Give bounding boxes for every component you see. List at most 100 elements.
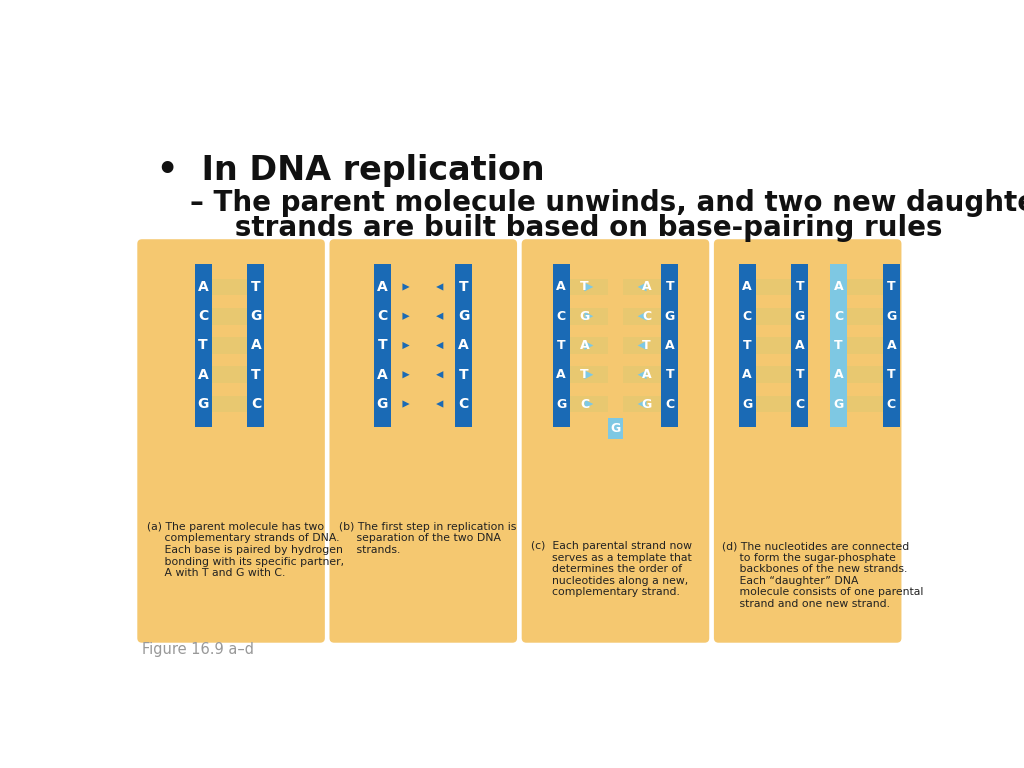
Text: T: T: [251, 368, 261, 382]
Text: T: T: [835, 339, 843, 352]
Text: G: G: [458, 310, 469, 323]
Text: A: A: [198, 368, 209, 382]
Text: C: C: [666, 398, 674, 411]
Bar: [624, 396, 662, 412]
Text: C: C: [557, 310, 566, 323]
Bar: [455, 264, 472, 427]
Text: G: G: [641, 398, 651, 411]
Bar: [847, 396, 883, 412]
Bar: [756, 396, 792, 412]
Text: T: T: [887, 280, 896, 293]
Bar: [830, 264, 847, 427]
Bar: [569, 337, 607, 354]
Bar: [195, 264, 212, 427]
Bar: [374, 264, 391, 427]
Bar: [756, 366, 792, 383]
Text: A: A: [742, 368, 752, 381]
Bar: [212, 366, 248, 383]
Text: A: A: [377, 280, 387, 294]
Text: G: G: [665, 310, 675, 323]
Text: A: A: [458, 339, 469, 353]
FancyBboxPatch shape: [714, 239, 901, 643]
Text: (d) The nucleotides are connected
     to form the sugar-phosphate
     backbone: (d) The nucleotides are connected to for…: [722, 541, 923, 609]
FancyBboxPatch shape: [137, 239, 325, 643]
Text: A: A: [665, 339, 675, 352]
Bar: [847, 366, 883, 383]
Bar: [883, 264, 900, 427]
Text: C: C: [251, 397, 261, 411]
Text: strands are built based on base-pairing rules: strands are built based on base-pairing …: [206, 214, 942, 242]
Text: T: T: [642, 339, 651, 352]
Text: (b) The first step in replication is
     separation of the two DNA
     strands: (b) The first step in replication is sep…: [339, 521, 516, 555]
Text: A: A: [556, 280, 566, 293]
Text: T: T: [887, 368, 896, 381]
Bar: [756, 279, 792, 296]
Text: C: C: [377, 310, 387, 323]
FancyBboxPatch shape: [330, 239, 517, 643]
Text: C: C: [796, 398, 805, 411]
Text: G: G: [610, 422, 621, 435]
Text: C: C: [580, 398, 589, 411]
Text: T: T: [199, 339, 208, 353]
Text: A: A: [795, 339, 805, 352]
Text: A: A: [642, 368, 651, 381]
Bar: [569, 308, 607, 325]
Text: T: T: [459, 368, 468, 382]
Text: C: C: [835, 310, 843, 323]
Text: G: G: [198, 397, 209, 411]
Text: A: A: [556, 368, 566, 381]
FancyBboxPatch shape: [521, 239, 710, 643]
Text: G: G: [886, 310, 896, 323]
Text: A: A: [377, 368, 387, 382]
Bar: [624, 308, 662, 325]
Text: T: T: [666, 280, 674, 293]
Bar: [248, 264, 264, 427]
Bar: [212, 396, 248, 412]
Text: G: G: [795, 310, 805, 323]
Bar: [607, 418, 624, 439]
Text: T: T: [378, 339, 387, 353]
Bar: [662, 264, 678, 427]
Text: A: A: [742, 280, 752, 293]
Text: G: G: [556, 398, 566, 411]
Text: A: A: [642, 280, 651, 293]
Bar: [624, 366, 662, 383]
Text: G: G: [834, 398, 844, 411]
Bar: [212, 308, 248, 325]
Bar: [624, 337, 662, 354]
Text: C: C: [887, 398, 896, 411]
Text: A: A: [580, 339, 589, 352]
Text: A: A: [834, 368, 844, 381]
Text: T: T: [796, 368, 804, 381]
Text: T: T: [796, 280, 804, 293]
Bar: [553, 264, 569, 427]
Bar: [212, 279, 248, 296]
Text: – The parent molecule unwinds, and two new daughter: – The parent molecule unwinds, and two n…: [190, 189, 1024, 217]
Bar: [756, 337, 792, 354]
Text: T: T: [251, 280, 261, 294]
Text: T: T: [459, 280, 468, 294]
Text: A: A: [251, 339, 261, 353]
Text: (a) The parent molecule has two
     complementary strands of DNA.
     Each bas: (a) The parent molecule has two compleme…: [146, 521, 344, 578]
Text: T: T: [666, 368, 674, 381]
Text: G: G: [250, 310, 261, 323]
Bar: [569, 279, 607, 296]
Text: G: G: [742, 398, 753, 411]
Bar: [756, 308, 792, 325]
Text: Figure 16.9 a–d: Figure 16.9 a–d: [142, 642, 254, 657]
Text: A: A: [887, 339, 896, 352]
Text: •  In DNA replication: • In DNA replication: [158, 154, 545, 187]
Text: T: T: [581, 280, 589, 293]
Bar: [624, 279, 662, 296]
Bar: [792, 264, 809, 427]
Text: G: G: [377, 397, 388, 411]
Text: A: A: [834, 280, 844, 293]
Text: G: G: [580, 310, 590, 323]
Bar: [738, 264, 756, 427]
Text: T: T: [743, 339, 752, 352]
Bar: [569, 396, 607, 412]
Text: C: C: [459, 397, 469, 411]
Text: (c)  Each parental strand now
      serves as a template that
      determines t: (c) Each parental strand now serves as a…: [531, 541, 692, 598]
Text: C: C: [742, 310, 752, 323]
Bar: [212, 337, 248, 354]
